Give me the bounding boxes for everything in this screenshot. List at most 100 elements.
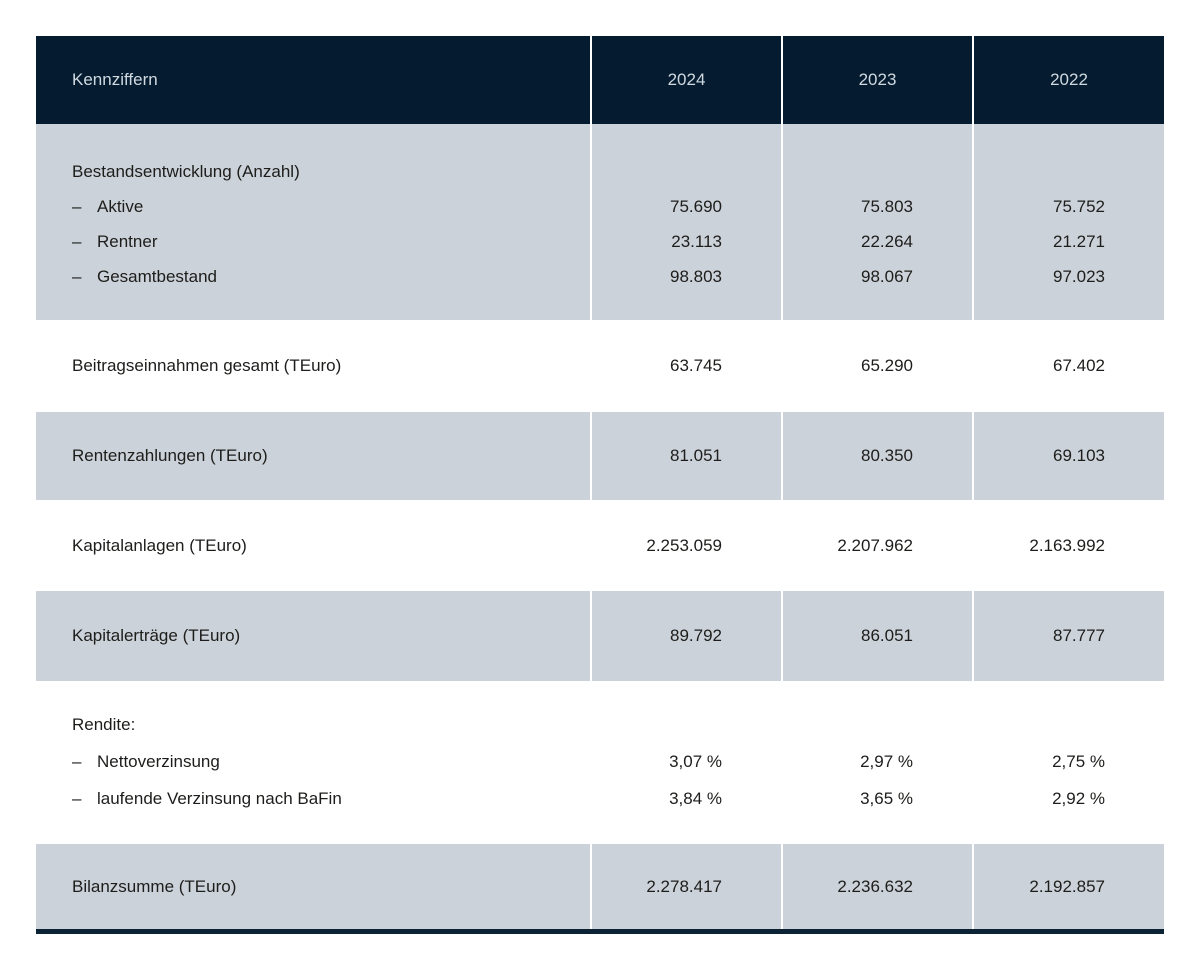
row-label-text: laufende Verzinsung nach BaFin	[97, 789, 342, 808]
row-label-beitragseinnahmen: Beitragseinnahmen gesamt (TEuro)	[36, 320, 590, 412]
row-label-text: Nettoverzinsung	[97, 752, 220, 771]
cell-nettoverzinsung-2024: 3,07 %	[669, 752, 722, 771]
value-column-2022: 75.752 21.271 97.023	[972, 124, 1164, 320]
empty-cell	[592, 706, 722, 743]
section-rentenzahlungen: Rentenzahlungen (TEuro) 81.051 80.350 69…	[36, 412, 1164, 500]
cell-kapitalertraege-2022: 87.777	[972, 591, 1164, 681]
section-kapitalertraege: Kapitalerträge (TEuro) 89.792 86.051 87.…	[36, 591, 1164, 681]
cell-value: 2.253.059	[646, 535, 722, 555]
cell-value: 2.163.992	[1029, 535, 1105, 555]
header-year-2023: 2023	[858, 70, 897, 89]
row-label-text: Bilanzsumme (TEuro)	[72, 876, 237, 896]
cell-value: 65.290	[861, 356, 913, 375]
cell-aktive-2022: 75.752	[1053, 197, 1105, 216]
empty-cell	[592, 154, 722, 189]
value-column-2022: 2,75 % 2,92 %	[972, 681, 1164, 844]
row-label-kapitalanlagen: Kapitalanlagen (TEuro)	[36, 500, 590, 591]
value-column-2023: 2,97 % 3,65 %	[781, 681, 972, 844]
cell-rentner-2022: 21.271	[1053, 232, 1105, 251]
cell-gesamtbestand-2022: 97.023	[1053, 267, 1105, 286]
header-cell-2024: 2024	[590, 36, 781, 124]
header-cell-2022: 2022	[972, 36, 1164, 124]
section-beitragseinnahmen: Beitragseinnahmen gesamt (TEuro) 63.745 …	[36, 320, 1164, 412]
section-kapitalanlagen: Kapitalanlagen (TEuro) 2.253.059 2.207.9…	[36, 500, 1164, 591]
cell-beitragseinnahmen-2023: 65.290	[781, 320, 972, 412]
row-label-text: Kapitalanlagen (TEuro)	[72, 535, 247, 555]
cell-bilanzsumme-2024: 2.278.417	[590, 844, 781, 929]
cell-aktive-2024: 75.690	[670, 197, 722, 216]
cell-value: 63.745	[670, 356, 722, 375]
cell-beitragseinnahmen-2024: 63.745	[590, 320, 781, 412]
cell-value: 2.236.632	[837, 876, 913, 896]
empty-cell	[974, 154, 1105, 189]
row-label-text: Gesamtbestand	[97, 267, 218, 286]
header-year-2024: 2024	[667, 70, 706, 89]
row-label-rentenzahlungen: Rentenzahlungen (TEuro)	[36, 412, 590, 500]
cell-nettoverzinsung-2022: 2,75 %	[1052, 752, 1105, 771]
cell-rentenzahlungen-2023: 80.350	[781, 412, 972, 500]
cell-kapitalertraege-2024: 89.792	[590, 591, 781, 681]
section-rendite: Rendite: – Nettoverzinsung – laufende Verz…	[36, 681, 1164, 844]
cell-gesamtbestand-2023: 98.067	[861, 267, 913, 286]
value-column-2024: 3,07 % 3,84 %	[590, 681, 781, 844]
cell-value: 2.278.417	[646, 876, 722, 896]
row-label-rentner: – Rentner	[72, 224, 590, 259]
header-cell-kennziffern: Kennziffern	[36, 36, 590, 124]
dash-icon: –	[72, 197, 82, 216]
cell-value: 86.051	[861, 626, 913, 645]
cell-value: 2.207.962	[837, 535, 913, 555]
row-label-text: Aktive	[97, 197, 144, 216]
header-label: Kennziffern	[72, 70, 158, 89]
value-column-2023: 75.803 22.264 98.067	[781, 124, 972, 320]
cell-rentenzahlungen-2024: 81.051	[590, 412, 781, 500]
row-label-text: Kapitalerträge (TEuro)	[72, 626, 241, 645]
row-label-bilanzsumme: Bilanzsumme (TEuro)	[36, 844, 590, 929]
cell-value: 67.402	[1053, 356, 1105, 375]
row-label-kapitalertraege: Kapitalerträge (TEuro)	[36, 591, 590, 681]
cell-beitragseinnahmen-2022: 67.402	[972, 320, 1164, 412]
cell-laufende-verzinsung-2023: 3,65 %	[860, 789, 913, 808]
cell-gesamtbestand-2024: 98.803	[670, 267, 722, 286]
cell-laufende-verzinsung-2024: 3,84 %	[669, 789, 722, 808]
row-label-nettoverzinsung: – Nettoverzinsung	[72, 743, 590, 780]
cell-rentner-2023: 22.264	[861, 232, 913, 251]
cell-value: 87.777	[1053, 626, 1105, 645]
dash-icon: –	[72, 267, 82, 286]
row-label-text: Rentner	[97, 232, 158, 251]
cell-value: 69.103	[1053, 446, 1105, 465]
cell-value: 80.350	[861, 446, 913, 465]
kennziffern-table: Kennziffern 2024 2023 2022 Bestandsentwi…	[36, 36, 1164, 934]
value-column-2024: 75.690 23.113 98.803	[590, 124, 781, 320]
row-label-laufende-verzinsung: – laufende Verzinsung nach BaFin	[72, 780, 590, 817]
empty-cell	[974, 706, 1105, 743]
dash-icon: –	[72, 232, 82, 251]
cell-nettoverzinsung-2023: 2,97 %	[860, 752, 913, 771]
row-label-gesamtbestand: – Gesamtbestand	[72, 259, 590, 294]
header-year-2022: 2022	[1050, 70, 1088, 89]
row-label-rendite: Rendite:	[72, 715, 136, 734]
cell-value: 89.792	[670, 626, 722, 645]
table-header-row: Kennziffern 2024 2023 2022	[36, 36, 1164, 124]
row-label-text: Rentenzahlungen (TEuro)	[72, 446, 268, 465]
row-label-bestandsentwicklung: Bestandsentwicklung (Anzahl)	[72, 162, 300, 181]
dash-icon: –	[72, 789, 82, 808]
cell-bilanzsumme-2022: 2.192.857	[972, 844, 1164, 929]
row-label-text: Beitragseinnahmen gesamt (TEuro)	[72, 356, 342, 375]
section-bestandsentwicklung: Bestandsentwicklung (Anzahl) – Aktive – Re…	[36, 124, 1164, 320]
label-column: Bestandsentwicklung (Anzahl) – Aktive – Re…	[36, 124, 590, 320]
cell-aktive-2023: 75.803	[861, 197, 913, 216]
label-column: Rendite: – Nettoverzinsung – laufende Verz…	[36, 681, 590, 844]
section-bilanzsumme: Bilanzsumme (TEuro) 2.278.417 2.236.632 …	[36, 844, 1164, 929]
dash-icon: –	[72, 752, 82, 771]
cell-kapitalanlagen-2024: 2.253.059	[590, 500, 781, 591]
cell-rentenzahlungen-2022: 69.103	[972, 412, 1164, 500]
cell-kapitalertraege-2023: 86.051	[781, 591, 972, 681]
cell-rentner-2024: 23.113	[671, 232, 722, 251]
cell-bilanzsumme-2023: 2.236.632	[781, 844, 972, 929]
empty-cell	[783, 706, 913, 743]
cell-kapitalanlagen-2023: 2.207.962	[781, 500, 972, 591]
cell-value: 81.051	[670, 446, 722, 465]
cell-value: 2.192.857	[1029, 876, 1105, 896]
empty-cell	[783, 154, 913, 189]
